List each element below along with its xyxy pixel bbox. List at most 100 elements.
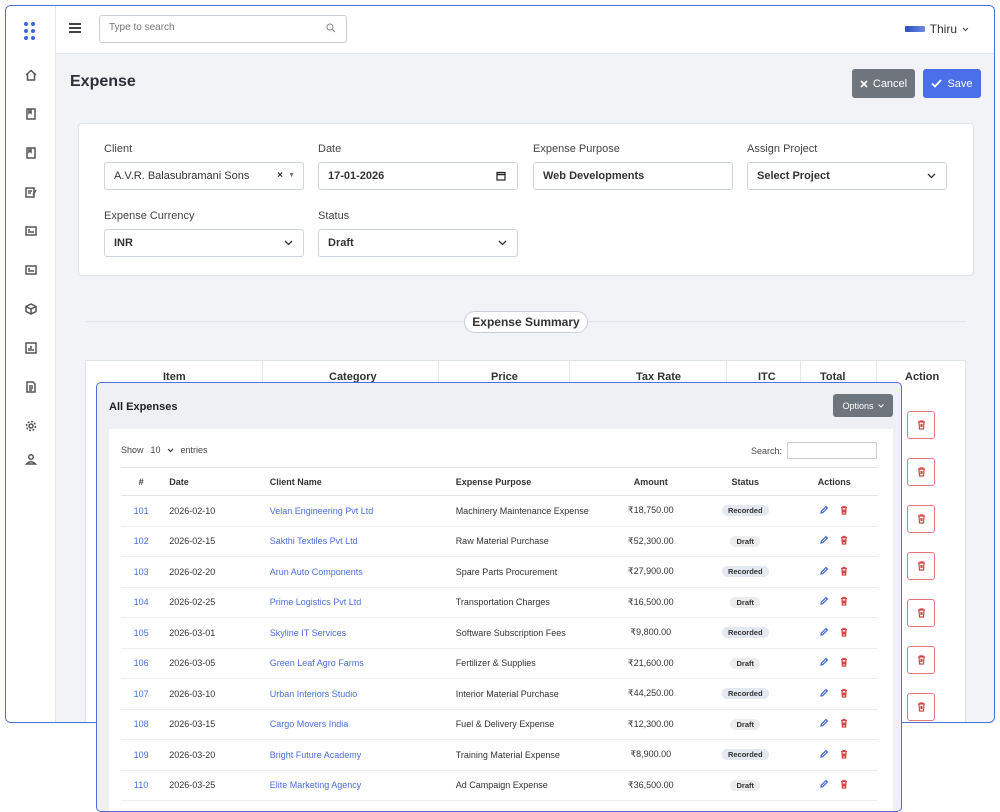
card-icon[interactable] bbox=[24, 224, 38, 238]
client-name-link[interactable]: Velan Engineering Pvt Ltd bbox=[261, 495, 448, 527]
column-header-action: Action bbox=[905, 371, 940, 383]
actions-cell bbox=[790, 739, 878, 771]
search-box[interactable] bbox=[99, 15, 347, 43]
delete-row-button[interactable] bbox=[907, 411, 935, 439]
table-row[interactable]: 102 2026-02-15 Sakthi Textiles Pvt Ltd Raw … bbox=[121, 526, 878, 557]
edit-note-icon[interactable] bbox=[24, 185, 38, 199]
card-icon[interactable] bbox=[24, 263, 38, 277]
client-name-link[interactable]: Urban Interiors Studio bbox=[261, 678, 448, 710]
book-icon[interactable] bbox=[24, 107, 38, 121]
table-row[interactable]: 110 2026-03-25 Elite Marketing Agency Ad Ca… bbox=[121, 770, 878, 801]
column-header-purpose[interactable]: Expense Purpose bbox=[447, 467, 602, 496]
table-row[interactable]: 108 2026-03-15 Cargo Movers India Fuel & De… bbox=[121, 709, 878, 740]
expense-id-link[interactable]: 101 bbox=[121, 495, 162, 527]
delete-row-button[interactable] bbox=[907, 646, 935, 674]
client-name-link[interactable]: Prime Logistics Pvt Ltd bbox=[261, 587, 448, 618]
table-row[interactable]: 109 2026-03-20 Bright Future Academy Traini… bbox=[121, 739, 878, 771]
expense-amount: ₹44,250.00 bbox=[601, 678, 701, 710]
expense-id-link[interactable]: 102 bbox=[121, 526, 162, 557]
expense-id-link[interactable]: 104 bbox=[121, 587, 162, 618]
date-field[interactable]: 17-01-2026 bbox=[318, 162, 518, 190]
entries-select[interactable]: 10 bbox=[148, 445, 177, 455]
user-icon[interactable] bbox=[24, 452, 38, 466]
clear-icon[interactable]: × bbox=[277, 170, 283, 181]
edit-button[interactable] bbox=[819, 596, 829, 608]
expense-id-link[interactable]: 103 bbox=[121, 556, 162, 588]
edit-button[interactable] bbox=[819, 749, 829, 761]
save-button[interactable]: Save bbox=[923, 69, 981, 98]
chart-icon[interactable] bbox=[24, 341, 38, 355]
project-select[interactable]: Select Project bbox=[747, 162, 947, 190]
delete-row-button[interactable] bbox=[907, 693, 935, 721]
client-name-link[interactable]: Elite Marketing Agency bbox=[261, 770, 448, 801]
menu-toggle-icon[interactable] bbox=[69, 23, 81, 33]
client-name-link[interactable]: Sakthi Textiles Pvt Ltd bbox=[261, 526, 448, 557]
options-button[interactable]: Options bbox=[833, 394, 893, 417]
edit-button[interactable] bbox=[819, 566, 829, 578]
status-select[interactable]: Draft bbox=[318, 229, 518, 257]
column-header-client[interactable]: Client Name bbox=[261, 467, 448, 496]
table-row[interactable]: 106 2026-03-05 Green Leaf Agro Farms Fertil… bbox=[121, 648, 878, 679]
delete-button[interactable] bbox=[839, 627, 849, 639]
client-name-link[interactable]: Green Leaf Agro Farms bbox=[261, 648, 448, 679]
client-name-link[interactable]: Cargo Movers India bbox=[261, 709, 448, 740]
column-header-id[interactable]: # bbox=[121, 467, 162, 496]
client-name-link[interactable]: Arun Auto Components bbox=[261, 556, 448, 588]
cancel-button[interactable]: Cancel bbox=[852, 69, 915, 98]
delete-button[interactable] bbox=[839, 779, 849, 791]
delete-button[interactable] bbox=[839, 749, 849, 761]
client-name-link[interactable]: Skyline IT Services bbox=[261, 617, 448, 649]
column-header-amount[interactable]: Amount bbox=[601, 467, 701, 496]
table-row[interactable]: 103 2026-02-20 Arun Auto Components Spare P… bbox=[121, 556, 878, 588]
delete-button[interactable] bbox=[839, 535, 849, 547]
project-label: Assign Project bbox=[747, 143, 818, 155]
expense-purpose: Spare Parts Procurement bbox=[447, 556, 602, 588]
document-icon[interactable] bbox=[24, 380, 38, 394]
column-header-status[interactable]: Status bbox=[700, 467, 791, 496]
edit-button[interactable] bbox=[819, 657, 829, 669]
expense-id-link[interactable]: 109 bbox=[121, 739, 162, 771]
column-header-date[interactable]: Date bbox=[161, 467, 262, 496]
table-row[interactable]: 101 2026-02-10 Velan Engineering Pvt Ltd Ma… bbox=[121, 495, 878, 527]
client-name-link[interactable]: Bright Future Academy bbox=[261, 739, 448, 771]
home-icon[interactable] bbox=[24, 68, 38, 82]
delete-row-button[interactable] bbox=[907, 599, 935, 627]
expense-id-link[interactable]: 105 bbox=[121, 617, 162, 649]
user-menu[interactable]: Thiru bbox=[904, 22, 969, 36]
delete-row-button[interactable] bbox=[907, 552, 935, 580]
table-row[interactable]: 104 2026-02-25 Prime Logistics Pvt Ltd Tran… bbox=[121, 587, 878, 618]
bookmark-icon[interactable] bbox=[24, 146, 38, 160]
currency-select[interactable]: INR bbox=[104, 229, 304, 257]
app-logo-icon[interactable] bbox=[24, 22, 38, 40]
calendar-icon[interactable] bbox=[496, 171, 506, 181]
delete-button[interactable] bbox=[839, 505, 849, 517]
delete-row-button[interactable] bbox=[907, 505, 935, 533]
delete-row-button[interactable] bbox=[907, 458, 935, 486]
expense-id-link[interactable]: 106 bbox=[121, 648, 162, 679]
delete-button[interactable] bbox=[839, 718, 849, 730]
delete-button[interactable] bbox=[839, 657, 849, 669]
expense-id-link[interactable]: 107 bbox=[121, 678, 162, 710]
purpose-input[interactable]: Web Developments bbox=[533, 162, 733, 190]
table-row[interactable]: 107 2026-03-10 Urban Interiors Studio Inter… bbox=[121, 678, 878, 710]
delete-button[interactable] bbox=[839, 566, 849, 578]
table-search-input[interactable] bbox=[787, 442, 877, 459]
delete-button[interactable] bbox=[839, 596, 849, 608]
delete-button[interactable] bbox=[839, 688, 849, 700]
edit-button[interactable] bbox=[819, 718, 829, 730]
search-icon[interactable] bbox=[326, 23, 336, 33]
table-row[interactable]: 105 2026-03-01 Skyline IT Services Software… bbox=[121, 617, 878, 649]
edit-button[interactable] bbox=[819, 627, 829, 639]
edit-button[interactable] bbox=[819, 535, 829, 547]
expense-id-link[interactable]: 110 bbox=[121, 770, 162, 801]
client-select[interactable]: A.V.R. Balasubramani Sons × ▼ bbox=[104, 162, 304, 190]
edit-button[interactable] bbox=[819, 505, 829, 517]
expense-id-link[interactable]: 108 bbox=[121, 709, 162, 740]
edit-button[interactable] bbox=[819, 688, 829, 700]
edit-button[interactable] bbox=[819, 779, 829, 791]
column-header-actions: Actions bbox=[790, 467, 878, 496]
search-input[interactable] bbox=[109, 22, 309, 33]
box-icon[interactable] bbox=[24, 302, 38, 316]
expense-purpose: Machinery Maintenance Expense bbox=[447, 495, 602, 527]
gear-icon[interactable] bbox=[24, 419, 38, 433]
